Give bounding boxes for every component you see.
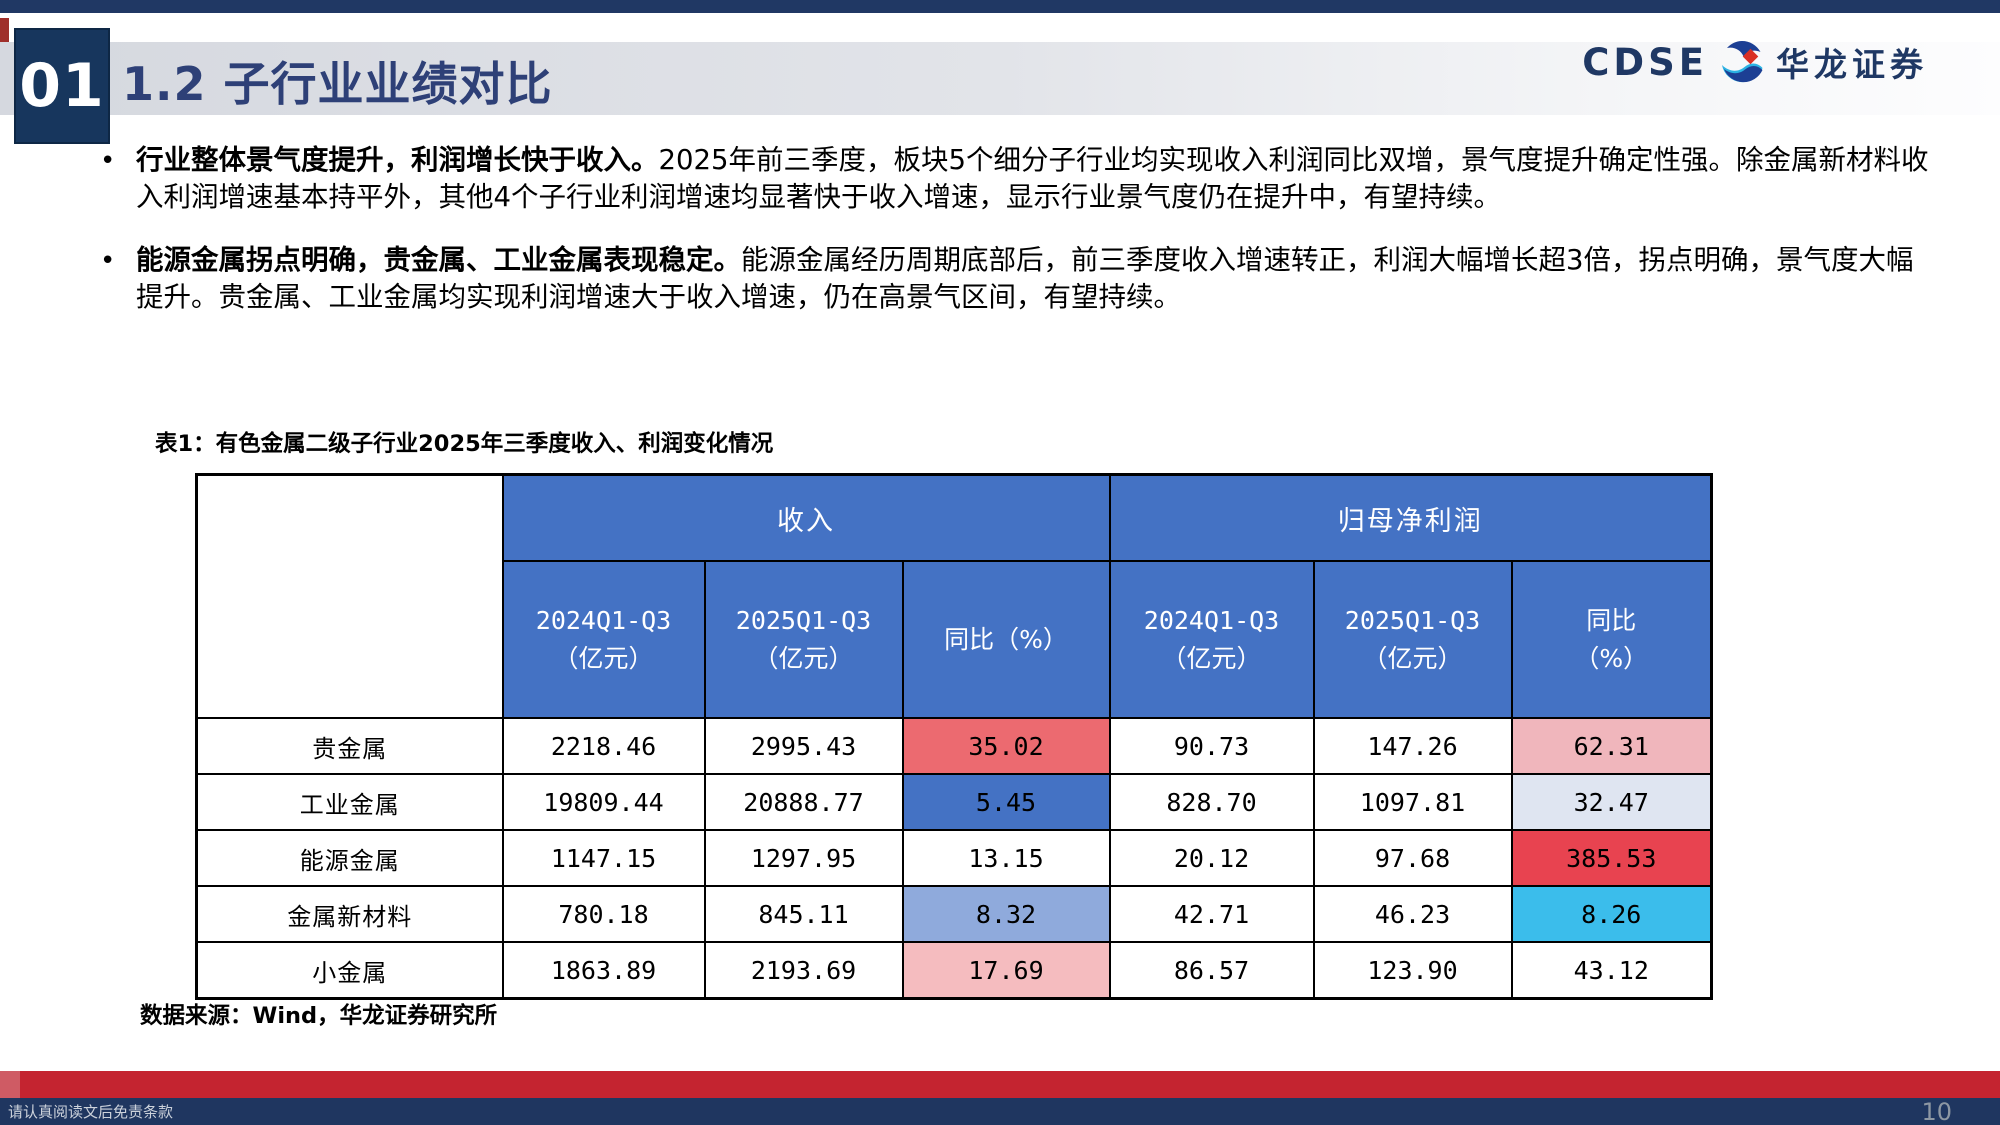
row-label: 工业金属 (195, 773, 504, 831)
bullet-text: 行业整体景气度提升，利润增长快于收入。2025年前三季度，板块5个细分子行业均实… (136, 142, 1935, 217)
table-row: 工业金属 19809.44 20888.77 5.45 828.70 1097.… (195, 773, 1713, 831)
table-cell: 62.31 (1510, 717, 1713, 775)
table-cell: 5.45 (901, 773, 1111, 831)
table-caption: 表1：有色金属二级子行业2025年三季度收入、利润变化情况 (155, 431, 774, 457)
page-number: 10 (1921, 1097, 1952, 1125)
table-cell: 43.12 (1510, 941, 1713, 1000)
column-header: 同比（%） (1510, 560, 1713, 719)
table-cell: 42.71 (1108, 885, 1315, 943)
logo-company-text: 华龙证券 (1776, 45, 1928, 84)
table-row: 能源金属 1147.15 1297.95 13.15 20.12 97.68 3… (195, 829, 1713, 887)
footer-red-bar (0, 1071, 2000, 1098)
table-cell: 97.68 (1312, 829, 1513, 887)
table-cell: 17.69 (901, 941, 1111, 1000)
table-cell: 780.18 (501, 885, 706, 943)
table-cell: 90.73 (1108, 717, 1315, 775)
row-label: 贵金属 (195, 717, 504, 775)
table-cell: 1097.81 (1312, 773, 1513, 831)
bullet-marker: • (100, 245, 116, 276)
table-cell: 1297.95 (703, 829, 904, 887)
column-header: 2025Q1-Q3 （亿元） (1312, 560, 1513, 719)
bullet-bold-text: 行业整体景气度提升，利润增长快于收入。 (136, 144, 659, 176)
table-cell: 1147.15 (501, 829, 706, 887)
page-title: 1.2 子行业业绩对比 (122, 57, 553, 111)
table-cell: 46.23 (1312, 885, 1513, 943)
table-cell: 385.53 (1510, 829, 1713, 887)
row-label: 金属新材料 (195, 885, 504, 943)
table-cell: 32.47 (1510, 773, 1713, 831)
table-cell: 147.26 (1312, 717, 1513, 775)
table-corner-cell (195, 473, 504, 719)
column-header: 2024Q1-Q3 （亿元） (1108, 560, 1315, 719)
footer-red-notch (0, 1071, 20, 1098)
data-source: 数据来源：Wind，华龙证券研究所 (140, 1003, 498, 1029)
table-cell: 123.90 (1312, 941, 1513, 1000)
bullet-text: 能源金属拐点明确，贵金属、工业金属表现稳定。能源金属经历周期底部后，前三季度收入… (136, 242, 1935, 317)
table-cell: 2218.46 (501, 717, 706, 775)
bullet-item: • 能源金属拐点明确，贵金属、工业金属表现稳定。能源金属经历周期底部后，前三季度… (100, 242, 1935, 317)
top-navy-bar (0, 0, 2000, 13)
row-label: 小金属 (195, 941, 504, 1000)
company-logo: CDSE 华龙证券 (1582, 38, 1928, 86)
table-cell: 1863.89 (501, 941, 706, 1000)
title-band (0, 42, 2000, 115)
left-red-accent (0, 18, 9, 44)
table-cell: 13.15 (901, 829, 1111, 887)
section-number: 01 (19, 51, 105, 121)
logo-cdse-text: CDSE (1582, 40, 1708, 84)
table-cell: 20.12 (1108, 829, 1315, 887)
footer-disclaimer: 请认真阅读文后免责条款 (8, 1103, 174, 1121)
column-header: 2025Q1-Q3 （亿元） (703, 560, 904, 719)
table-cell: 35.02 (901, 717, 1111, 775)
table-cell: 845.11 (703, 885, 904, 943)
logo-globe-icon (1718, 38, 1766, 86)
column-header: 2024Q1-Q3 （亿元） (501, 560, 706, 719)
table-cell: 19809.44 (501, 773, 706, 831)
group-header-revenue: 收入 (501, 473, 1111, 562)
table-cell: 8.32 (901, 885, 1111, 943)
bullet-list: • 行业整体景气度提升，利润增长快于收入。2025年前三季度，板块5个细分子行业… (100, 142, 1935, 342)
column-header: 同比（%） (901, 560, 1111, 719)
table-cell: 8.26 (1510, 885, 1713, 943)
table-cell: 2995.43 (703, 717, 904, 775)
bullet-marker: • (100, 146, 116, 176)
performance-table: 收入 归母净利润 2024Q1-Q3 （亿元） 2025Q1-Q3 （亿元） 同比（… (195, 473, 1713, 1000)
group-header-profit: 归母净利润 (1108, 473, 1713, 562)
table-row: 小金属 1863.89 2193.69 17.69 86.57 123.90 4… (195, 941, 1713, 1000)
table-cell: 20888.77 (703, 773, 904, 831)
table-cell: 2193.69 (703, 941, 904, 1000)
row-label: 能源金属 (195, 829, 504, 887)
table-row: 金属新材料 780.18 845.11 8.32 42.71 46.23 8.2… (195, 885, 1713, 943)
bullet-body-text: 能源金属经历周期底部后，前三季度收入增速转正，利润大幅增长超3倍，拐点明确，景气… (136, 243, 1914, 314)
table-cell: 828.70 (1108, 773, 1315, 831)
table-cell: 86.57 (1108, 941, 1315, 1000)
bullet-item: • 行业整体景气度提升，利润增长快于收入。2025年前三季度，板块5个细分子行业… (100, 142, 1935, 217)
bullet-body-text: 2025年前三季度，板块5个细分子行业均实现收入利润同比双增，景气度提升确定性强… (136, 144, 1929, 214)
table-row: 贵金属 2218.46 2995.43 35.02 90.73 147.26 6… (195, 717, 1713, 775)
section-number-box: 01 (14, 28, 110, 144)
bullet-bold-text: 能源金属拐点明确，贵金属、工业金属表现稳定。 (136, 243, 741, 276)
footer-bar: 请认真阅读文后免责条款 10 (0, 1098, 2000, 1125)
